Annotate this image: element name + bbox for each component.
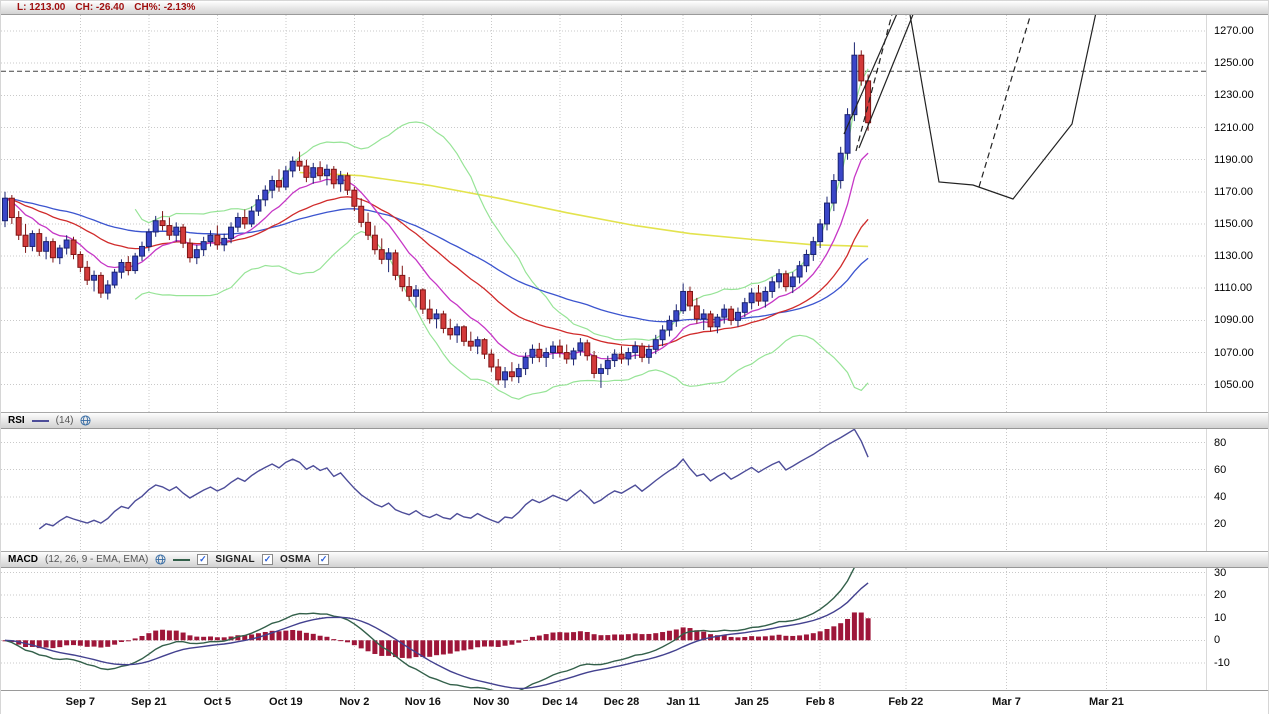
macd-indicator-header: MACD (12, 26, 9 - EMA, EMA) ✓ SIGNAL ✓ O… (1, 551, 1268, 568)
rsi-indicator-header: RSI (14) (1, 412, 1268, 429)
price-axis: 1270.00 1250.00 1230.00 1210.00 1190.00 1170.… (1206, 15, 1268, 412)
globe-icon[interactable] (80, 415, 92, 426)
date-tick-label: Mar 21 (1089, 696, 1124, 708)
date-tick-label: Feb 8 (805, 696, 835, 708)
rsi-chart-canvas (1, 429, 1206, 551)
check-icon: ✓ (199, 554, 207, 564)
date-tick-label: Oct 19 (269, 696, 303, 708)
axis-tick-label: 1150.00 (1214, 217, 1253, 230)
date-tick-label: Nov 30 (473, 696, 510, 708)
price-change-percent: CH%: -2.13% (134, 2, 196, 13)
axis-tick-label: 1070.00 (1214, 346, 1254, 359)
axis-tick-label: 1110.00 (1214, 282, 1253, 295)
macd-line-sample (173, 558, 191, 561)
date-tick-label: Jan 25 (734, 696, 769, 708)
axis-tick-label: 1250.00 (1214, 57, 1254, 70)
axis-tick-label: -10 (1214, 656, 1230, 669)
date-tick-label: Oct 5 (203, 696, 232, 708)
quote-bar: L: 1213.00 CH: -26.40 CH%: -2.13% (1, 1, 1268, 15)
axis-tick-label: 0 (1214, 634, 1221, 647)
date-tick-label: Jan 11 (666, 696, 700, 708)
axis-tick-label: 10 (1214, 611, 1227, 624)
date-tick-label: Feb 22 (888, 696, 924, 708)
price-change: CH: -26.40 (75, 2, 125, 13)
rsi-params: (14) (55, 415, 74, 426)
osma-visibility-checkbox[interactable]: ✓ (318, 554, 330, 565)
check-icon: ✓ (319, 554, 328, 564)
globe-icon[interactable] (155, 554, 166, 565)
last-price: L: 1213.00 (17, 2, 66, 13)
axis-tick-label: 1050.00 (1214, 378, 1254, 391)
signal-label: SIGNAL (215, 554, 255, 565)
macd-axis: 30 20 10 0 -10 (1206, 566, 1268, 690)
date-tick-label: Nov 2 (339, 696, 370, 708)
date-tick-label: Dec 28 (603, 696, 640, 708)
date-tick-label: Mar 7 (992, 696, 1021, 708)
rsi-axis: 80 60 40 20 (1206, 429, 1268, 551)
axis-tick-label: 1190.00 (1214, 153, 1253, 166)
main-price-chart-canvas[interactable] (1, 15, 1206, 412)
check-icon: ✓ (263, 554, 272, 564)
axis-tick-label: 1170.00 (1214, 185, 1253, 198)
axis-tick-label: 1270.00 (1214, 25, 1254, 38)
axis-tick-label: 80 (1214, 436, 1227, 449)
date-tick-label: Sep 7 (65, 696, 96, 708)
osma-label: OSMA (279, 554, 312, 565)
time-axis: Sep 7 Sep 21 Oct 5 Oct 19 Nov 2 Nov 16 Nov 30 D… (1, 690, 1268, 715)
macd-visibility-checkbox[interactable]: ✓ (197, 554, 209, 565)
axis-tick-label: 1090.00 (1214, 314, 1254, 327)
axis-tick-label: 1230.00 (1214, 89, 1254, 102)
axis-tick-label: 20 (1214, 517, 1227, 530)
macd-params: (12, 26, 9 - EMA, EMA) (45, 554, 149, 565)
date-tick-label: Dec 14 (542, 696, 578, 708)
axis-tick-label: 1130.00 (1214, 250, 1253, 263)
rsi-title: RSI (8, 415, 25, 426)
date-tick-label: Sep 21 (131, 696, 167, 708)
axis-tick-label: 20 (1214, 589, 1227, 602)
macd-chart-canvas (1, 568, 1206, 690)
axis-tick-label: 40 (1214, 490, 1227, 503)
axis-tick-label: 30 (1214, 566, 1227, 579)
axis-tick-label: 60 (1214, 463, 1227, 476)
signal-visibility-checkbox[interactable]: ✓ (261, 554, 273, 565)
macd-title: MACD (8, 554, 38, 565)
date-tick-label: Nov 16 (404, 696, 441, 708)
axis-tick-label: 1210.00 (1214, 121, 1254, 134)
rsi-line-sample (31, 419, 49, 422)
